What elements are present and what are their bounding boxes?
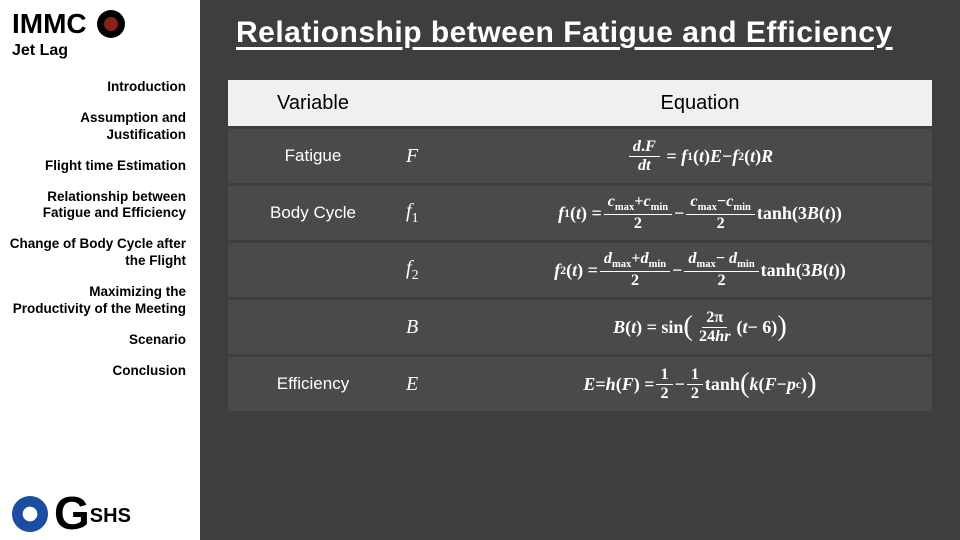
table-row: f2 f2(t) = dmax+dmin2 − dmax− dmin2 tanh…: [228, 243, 932, 297]
cell-symbol: f2: [398, 257, 468, 284]
brand-logo-icon: [97, 10, 125, 38]
footer-g: G: [54, 495, 90, 532]
cell-equation: E = h(F) = 12 − 12 tanh(k(F − pc)): [468, 366, 932, 403]
cell-symbol: B: [398, 316, 468, 339]
nav-item-relationship[interactable]: Relationship between Fatigue and Efficie…: [0, 182, 200, 230]
footer-shs: SHS: [90, 505, 131, 528]
sidebar: IMMC Jet Lag Introduction Assumption and…: [0, 0, 200, 540]
brand-name: IMMC: [12, 8, 87, 40]
equation-table: Variable Equation Fatigue F d.Fdt = f1(t…: [228, 80, 932, 411]
cell-equation: f2(t) = dmax+dmin2 − dmax− dmin2 tanh(3B…: [468, 250, 932, 290]
slide-title: Relationship between Fatigue and Efficie…: [236, 16, 932, 50]
nav-item-flight-time[interactable]: Flight time Estimation: [0, 151, 200, 182]
table-header: Variable Equation: [228, 80, 932, 126]
nav-item-assumption[interactable]: Assumption and Justification: [0, 103, 200, 151]
header-variable: Variable: [228, 92, 398, 115]
footer-brand: G SHS: [12, 495, 131, 532]
school-logo-icon: [12, 496, 48, 532]
cell-equation: f1(t) = cmax+cmin2 − cmax−cmin2 tanh(3B(…: [468, 193, 932, 233]
cell-equation: d.Fdt = f1(t)E − f2(t)R: [468, 138, 932, 175]
nav-item-introduction[interactable]: Introduction: [0, 72, 200, 103]
table-row: Body Cycle f1 f1(t) = cmax+cmin2 − cmax−…: [228, 186, 932, 240]
nav-item-maximizing[interactable]: Maximizing the Productivity of the Meeti…: [0, 277, 200, 325]
nav-list: Introduction Assumption and Justificatio…: [0, 72, 200, 387]
table-row: Efficiency E E = h(F) = 12 − 12 tanh(k(F…: [228, 357, 932, 411]
nav-item-body-cycle[interactable]: Change of Body Cycle after the Flight: [0, 229, 200, 277]
table-row: B B(t) = sin ( 2π24hr (t − 6) ): [228, 300, 932, 354]
cell-symbol: E: [398, 373, 468, 396]
cell-variable: Fatigue: [228, 146, 398, 166]
cell-variable: Body Cycle: [228, 203, 398, 223]
brand-subtitle: Jet Lag: [0, 42, 200, 72]
nav-item-conclusion[interactable]: Conclusion: [0, 356, 200, 387]
cell-symbol: f1: [398, 200, 468, 227]
cell-symbol: F: [398, 145, 468, 168]
cell-equation: B(t) = sin ( 2π24hr (t − 6) ): [468, 309, 932, 346]
header-equation: Equation: [468, 92, 932, 115]
nav-item-scenario[interactable]: Scenario: [0, 325, 200, 356]
cell-variable: Efficiency: [228, 374, 398, 394]
slide-main: Relationship between Fatigue and Efficie…: [200, 0, 960, 540]
brand-block: IMMC: [0, 0, 200, 42]
table-row: Fatigue F d.Fdt = f1(t)E − f2(t)R: [228, 129, 932, 183]
